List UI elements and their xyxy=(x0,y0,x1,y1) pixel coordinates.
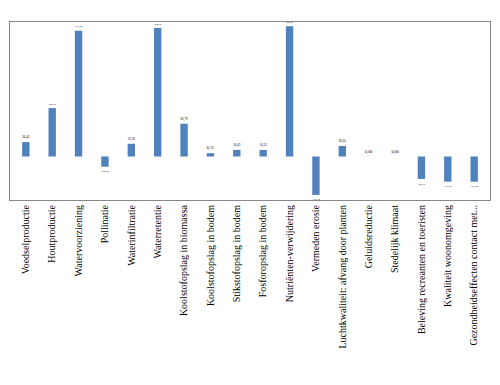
svg-text:Gezondheidseffecten contact me: Gezondheidseffecten contact met... xyxy=(468,205,479,346)
svg-text:-63,69: -63,69 xyxy=(444,184,452,188)
svg-text:Waterinfiltratie: Waterinfiltratie xyxy=(126,204,137,265)
svg-text:Stikstofopslag in bodem: Stikstofopslag in bodem xyxy=(231,205,242,302)
svg-text:26,63: 26,63 xyxy=(339,139,347,144)
svg-text:Luchtkwaliteit: afvang door pl: Luchtkwaliteit: afvang door planten xyxy=(337,205,348,349)
svg-text:16,63: 16,63 xyxy=(233,143,241,148)
svg-text:Koolstofopslag in bodem: Koolstofopslag in bodem xyxy=(205,205,216,306)
svg-text:0,00: 0,00 xyxy=(365,149,372,155)
svg-text:324,66: 324,66 xyxy=(154,23,162,26)
svg-text:82,79: 82,79 xyxy=(180,117,188,122)
svg-text:Watervoorziening: Watervoorziening xyxy=(73,205,84,276)
svg-text:16,32: 16,32 xyxy=(260,143,268,148)
svg-text:Waterretentie: Waterretentie xyxy=(152,204,163,258)
svg-text:Houtproductie: Houtproductie xyxy=(46,204,57,262)
svg-text:8,31: 8,31 xyxy=(207,145,214,151)
svg-text:Beleving recreanten en toerist: Beleving recreanten en toeristen xyxy=(416,205,427,334)
svg-text:Fosforopslag in bodem: Fosforopslag in bodem xyxy=(257,205,268,297)
svg-text:36,43: 36,43 xyxy=(22,135,30,140)
svg-text:32,16: 32,16 xyxy=(128,137,136,142)
svg-text:0,00: 0,00 xyxy=(391,149,398,155)
svg-text:329,07: 329,07 xyxy=(286,21,294,24)
svg-text:Pollinatie: Pollinatie xyxy=(99,204,110,243)
svg-text:Geluidsreductie: Geluidsreductie xyxy=(363,204,374,268)
svg-text:Koolstofopslag in biomassa: Koolstofopslag in biomassa xyxy=(178,204,189,316)
svg-text:122,35: 122,35 xyxy=(49,103,57,106)
svg-text:Stedelijk klimaat: Stedelijk klimaat xyxy=(389,205,400,273)
svg-text:317,64: 317,64 xyxy=(75,25,83,28)
svg-text:-56,76: -56,76 xyxy=(418,182,426,186)
svg-text:Kwaliteit woonomgeving: Kwaliteit woonomgeving xyxy=(442,205,453,307)
svg-text:-97,14: -97,14 xyxy=(312,197,320,201)
svg-text:-25,82: -25,82 xyxy=(101,169,109,173)
svg-text:Nutriënten-verwijdering: Nutriënten-verwijdering xyxy=(284,205,295,302)
svg-text:-63,69: -63,69 xyxy=(470,184,478,188)
svg-text:Voedselproductie: Voedselproductie xyxy=(20,204,31,274)
svg-text:Vermeden erosie: Vermeden erosie xyxy=(310,204,321,271)
